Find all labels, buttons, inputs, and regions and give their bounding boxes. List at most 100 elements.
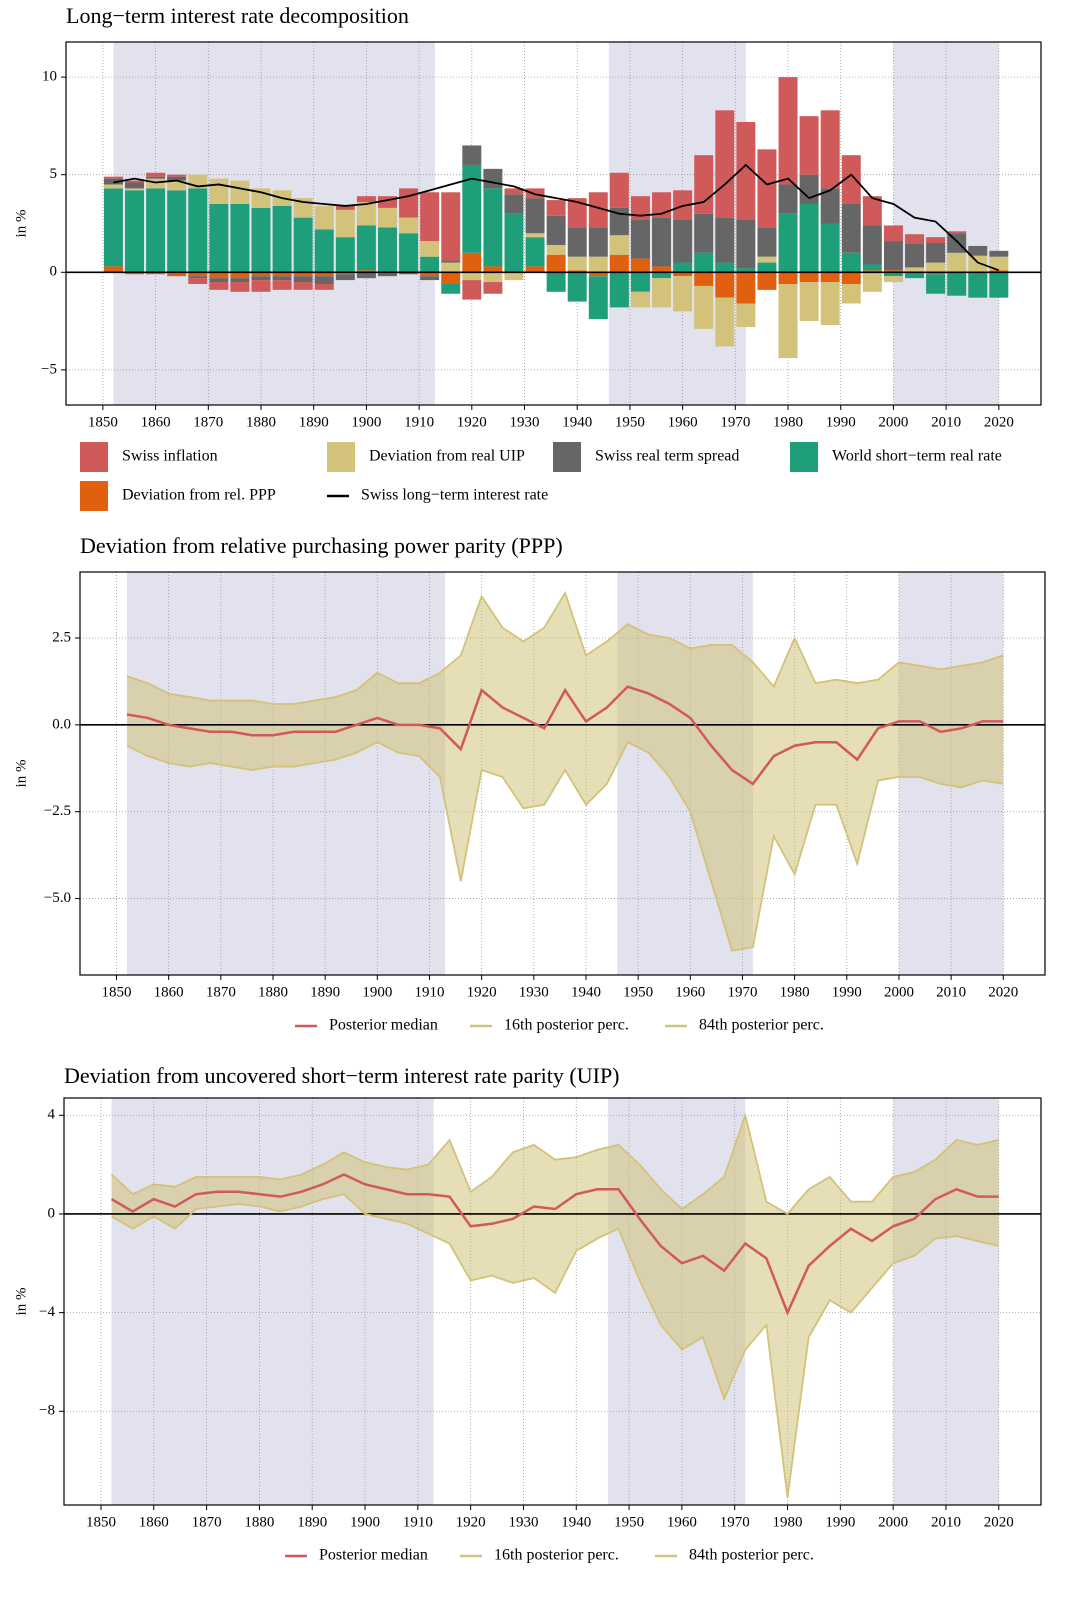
bar bbox=[356, 270, 376, 273]
bar bbox=[588, 276, 608, 320]
x-tick-label: 1950 bbox=[615, 414, 645, 430]
x-tick-label: 2000 bbox=[878, 414, 908, 430]
chart-title: Deviation from relative purchasing power… bbox=[80, 533, 563, 558]
bar bbox=[883, 241, 903, 271]
bar bbox=[799, 174, 819, 204]
bar bbox=[652, 217, 672, 267]
bar bbox=[926, 237, 946, 244]
bar bbox=[525, 198, 545, 234]
chart-title: Long−term interest rate decomposition bbox=[66, 3, 409, 28]
bar bbox=[546, 254, 566, 273]
bar bbox=[630, 196, 650, 220]
bar bbox=[209, 178, 229, 204]
bar bbox=[314, 205, 334, 230]
bar bbox=[356, 196, 376, 203]
line bbox=[126, 741, 1004, 952]
y-axis-label: in % bbox=[13, 1288, 29, 1316]
bar bbox=[757, 227, 777, 257]
bar bbox=[673, 190, 693, 220]
legend-swatch bbox=[327, 442, 355, 472]
bar bbox=[905, 243, 924, 268]
bar bbox=[335, 205, 355, 210]
bar bbox=[778, 272, 798, 284]
y-tick-label: −5.0 bbox=[44, 890, 71, 906]
x-tick-label: 1960 bbox=[668, 414, 698, 430]
x-tick-label: 1860 bbox=[139, 1514, 169, 1530]
bar bbox=[525, 188, 545, 199]
x-tick-label: 1880 bbox=[246, 414, 276, 430]
line bbox=[110, 1173, 999, 1316]
y-tick-label: 10 bbox=[42, 69, 57, 85]
bar bbox=[862, 272, 882, 292]
bar bbox=[736, 122, 756, 220]
x-tick-label: 1910 bbox=[403, 1514, 433, 1530]
bar bbox=[968, 272, 988, 298]
bar bbox=[736, 303, 756, 327]
bar bbox=[167, 176, 187, 181]
shaded-period bbox=[126, 572, 446, 975]
x-tick-label: 1850 bbox=[102, 984, 132, 1000]
x-tick-label: 1850 bbox=[86, 1514, 116, 1530]
bar bbox=[546, 272, 566, 292]
legend-label: 16th posterior perc. bbox=[504, 1017, 629, 1034]
bar bbox=[125, 180, 144, 183]
bar bbox=[820, 110, 840, 189]
bar bbox=[673, 262, 693, 273]
bar bbox=[209, 278, 229, 283]
bar bbox=[146, 272, 166, 275]
legend-label: 84th posterior perc. bbox=[689, 1547, 814, 1564]
bar bbox=[883, 272, 903, 277]
bar bbox=[567, 272, 587, 302]
bar bbox=[652, 272, 672, 279]
chart-title: Deviation from uncovered short−term inte… bbox=[64, 1063, 620, 1088]
bar bbox=[504, 188, 524, 195]
legend-label: 16th posterior perc. bbox=[494, 1547, 619, 1564]
bar bbox=[862, 264, 882, 271]
bar bbox=[420, 272, 440, 277]
bar bbox=[630, 272, 650, 292]
x-tick-label: 1980 bbox=[780, 984, 810, 1000]
x-tick-label: 1860 bbox=[141, 414, 171, 430]
bar bbox=[947, 272, 967, 296]
bar bbox=[989, 272, 1009, 298]
x-tick-label: 1890 bbox=[297, 1514, 327, 1530]
bar bbox=[841, 284, 861, 304]
bar bbox=[272, 205, 292, 273]
bar bbox=[293, 272, 313, 277]
y-tick-label: 0.0 bbox=[52, 716, 71, 732]
bar bbox=[820, 282, 840, 325]
y-axis-label: in % bbox=[13, 760, 29, 788]
bar bbox=[609, 235, 629, 255]
y-tick-label: 5 bbox=[50, 166, 58, 182]
bar bbox=[462, 252, 482, 273]
x-tick-label: 1920 bbox=[457, 414, 487, 430]
bar bbox=[799, 203, 819, 273]
y-tick-label: −4 bbox=[39, 1304, 55, 1320]
bar bbox=[905, 272, 924, 279]
x-tick-label: 1870 bbox=[192, 1514, 222, 1530]
x-tick-label: 1910 bbox=[404, 414, 434, 430]
x-tick-label: 1880 bbox=[244, 1514, 274, 1530]
bar bbox=[989, 256, 1009, 271]
bar bbox=[926, 262, 946, 273]
bar bbox=[694, 272, 714, 286]
bar bbox=[883, 225, 903, 242]
x-tick-label: 2010 bbox=[931, 414, 961, 430]
bar bbox=[926, 272, 946, 275]
bar bbox=[230, 278, 250, 283]
bar bbox=[694, 213, 714, 253]
bar bbox=[462, 272, 482, 281]
bar bbox=[820, 223, 840, 273]
x-tick-label: 1960 bbox=[675, 984, 705, 1000]
x-tick-label: 1990 bbox=[832, 984, 862, 1000]
bar bbox=[715, 272, 735, 298]
bar bbox=[567, 227, 587, 257]
bar bbox=[462, 164, 482, 253]
x-tick-label: 1870 bbox=[193, 414, 223, 430]
y-axis-label: in % bbox=[13, 210, 29, 238]
bar bbox=[146, 176, 166, 179]
x-tick-label: 2020 bbox=[988, 984, 1018, 1000]
bar bbox=[841, 272, 861, 284]
legend-swatch bbox=[80, 442, 108, 472]
